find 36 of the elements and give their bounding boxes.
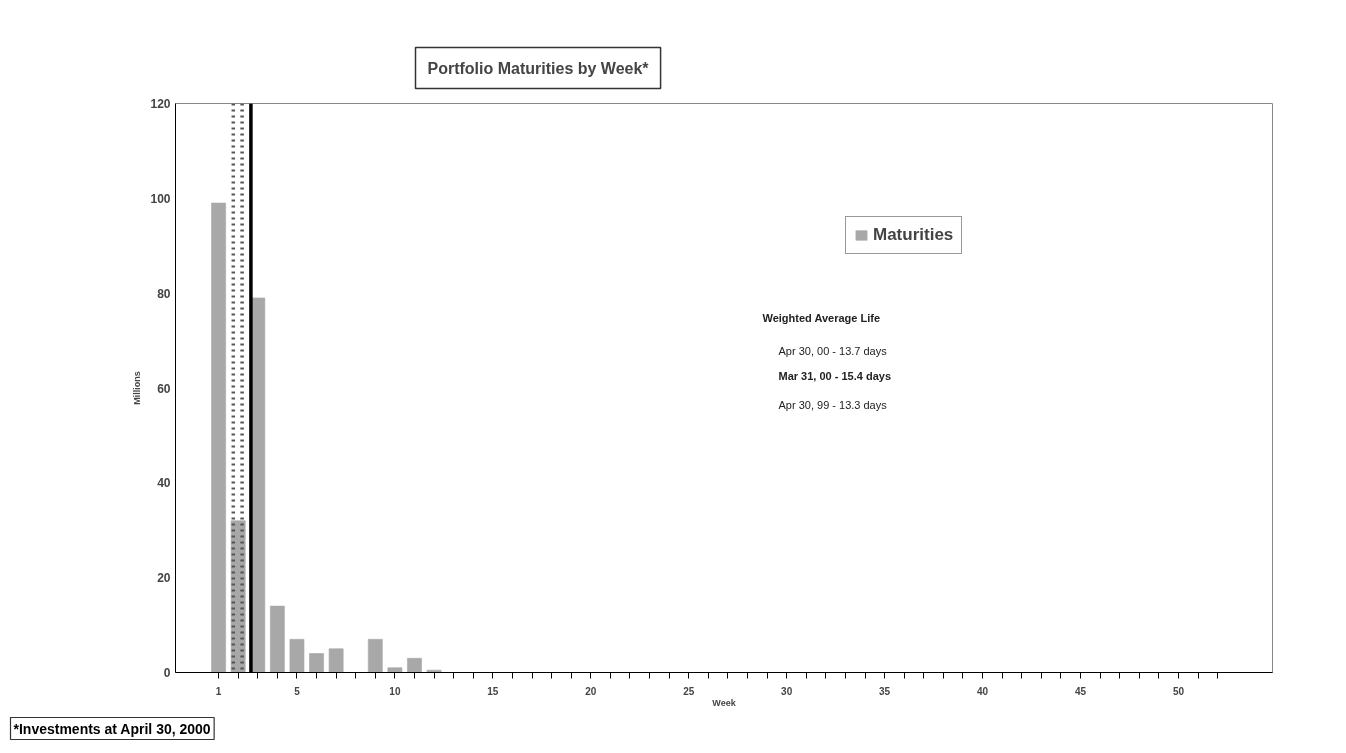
x-tick-label: 50	[1172, 685, 1185, 697]
annotation: Apr 30, 99 - 13.3 days	[778, 398, 888, 411]
bar	[309, 653, 324, 673]
y-tick-label: 80	[157, 286, 171, 301]
x-tick-label: 35	[879, 685, 891, 697]
y-tick-label: 20	[157, 571, 171, 586]
x-tick-label: 45	[1074, 685, 1087, 697]
x-tick-label: 20	[585, 685, 597, 697]
y-tick-label: 100	[150, 191, 171, 206]
y-axis-title: Millions	[132, 371, 143, 405]
x-tick-label: 1	[215, 685, 222, 697]
chart-title: Portfolio Maturities by Week*	[427, 59, 650, 77]
y-tick-label: 40	[157, 476, 171, 491]
y-tick-label: 0	[163, 666, 171, 680]
bar	[270, 605, 285, 673]
text: *Investments at April 30, 2000	[13, 720, 211, 737]
annotation: Weighted Average Life	[762, 311, 881, 324]
y-tick-label: 120	[150, 97, 171, 111]
x-tick-label: 5	[294, 685, 301, 697]
x-axis-title: Week	[712, 697, 737, 708]
bar	[407, 657, 422, 673]
x-tick-label: 10	[389, 685, 401, 697]
annotation: Mar 31, 00 - 15.4 days	[778, 369, 892, 382]
x-tick-label: 25	[683, 685, 695, 697]
bar	[211, 202, 226, 673]
bar	[289, 639, 305, 673]
annotation: Apr 30, 00 - 13.7 days	[778, 344, 888, 357]
x-tick-label: 15	[487, 685, 499, 697]
bar	[367, 639, 383, 673]
bar	[328, 648, 344, 673]
bar	[387, 667, 403, 673]
bar	[426, 669, 442, 673]
x-tick-label: 40	[977, 685, 989, 697]
y-tick-label: 60	[157, 381, 171, 396]
legend-label: Maturities	[873, 225, 954, 245]
x-tick-label: 30	[781, 685, 793, 697]
